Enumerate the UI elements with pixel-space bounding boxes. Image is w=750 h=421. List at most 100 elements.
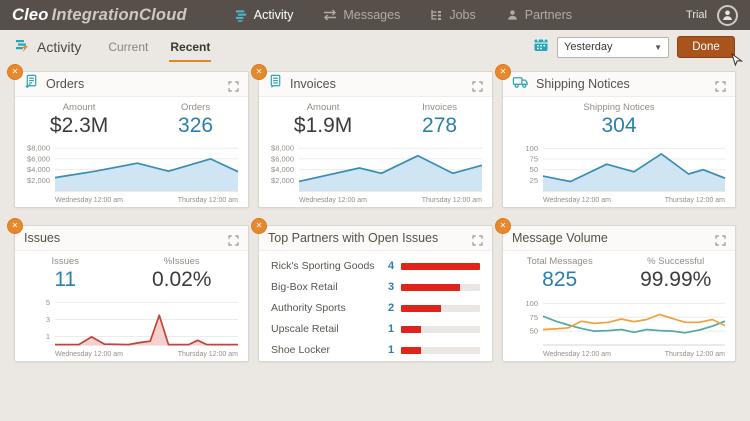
jobs-icon	[430, 9, 443, 21]
remove-widget-button[interactable]: ✕	[251, 218, 267, 234]
truck-icon	[512, 75, 529, 94]
stat-orders: Orders 326	[178, 102, 214, 137]
card-title: Top Partners with Open Issues	[268, 231, 439, 245]
invoices-chart: $2,000 $4,000 $6,000 $8,000 Wednesday 12:00 …	[263, 141, 488, 205]
toolbar-right: Yesterday ▼ Done	[533, 36, 735, 58]
svg-text:50: 50	[530, 165, 538, 174]
messages-icon	[323, 9, 337, 21]
partner-issue-count: 1	[387, 344, 395, 356]
nav-item-activity[interactable]: Activity	[235, 8, 293, 22]
stats-row: Amount $1.9M Invoices 278	[259, 97, 492, 141]
svg-text:100: 100	[525, 144, 538, 153]
activity-toolbar: Activity Current Recent Yesterday ▼ Done	[0, 30, 750, 64]
expand-icon[interactable]	[228, 233, 239, 246]
svg-text:75: 75	[530, 313, 538, 322]
tab-recent[interactable]: Recent	[169, 32, 212, 62]
message-volume-chart: 50 75 100 Wednesday 12:00 am Thursday 12:00 …	[507, 295, 731, 359]
svg-text:Thursday 12:00 am: Thursday 12:00 am	[178, 197, 238, 204]
nav-label: Messages	[343, 8, 401, 22]
remove-widget-button[interactable]: ✕	[7, 64, 23, 80]
partners-icon	[506, 9, 519, 21]
svg-text:Thursday 12:00 am: Thursday 12:00 am	[178, 351, 238, 358]
stat-percent-successful: % Successful 99.99%	[640, 256, 712, 291]
top-nav: Cleo IntegrationCloud Activity Messages …	[0, 0, 750, 30]
svg-text:Wednesday 12:00 am: Wednesday 12:00 am	[55, 351, 123, 358]
card-issues: ✕ Issues Issues 11 %Issues 0.02% 1 3 5 Wedn…	[7, 218, 249, 362]
issues-chart: 1 3 5 Wednesday 12:00 am Thursday 12:00 am	[19, 295, 244, 359]
expand-icon[interactable]	[228, 79, 239, 92]
remove-widget-button[interactable]: ✕	[495, 218, 511, 234]
stats-row: Total Messages 825 % Successful 99.99%	[503, 251, 735, 295]
stats-row: Issues 11 %Issues 0.02%	[15, 251, 248, 295]
page-title: Activity	[15, 38, 81, 56]
stat-amount: Amount $1.9M	[293, 102, 353, 137]
user-avatar[interactable]	[717, 4, 738, 26]
svg-text:$4,000: $4,000	[27, 165, 50, 174]
partner-name: Upscale Retail	[271, 323, 339, 335]
card-header: Shipping Notices	[503, 72, 735, 97]
partner-issue-count: 4	[387, 260, 395, 272]
svg-text:Thursday 12:00 am: Thursday 12:00 am	[665, 197, 725, 204]
card-message-volume: ✕ Message Volume Total Messages 825 % Su…	[495, 218, 736, 362]
expand-icon[interactable]	[472, 233, 483, 246]
tab-current[interactable]: Current	[108, 40, 149, 54]
partner-row: Big-Box Retail 3	[271, 281, 480, 293]
svg-text:25: 25	[530, 176, 538, 185]
dashboard-grid: ✕ Orders Amount $2.3M Orders 326 $2,000 $…	[0, 64, 750, 362]
partner-bar-track	[401, 325, 480, 333]
card-header: Message Volume	[503, 226, 735, 251]
svg-text:$6,000: $6,000	[271, 154, 294, 163]
remove-widget-button[interactable]: ✕	[495, 64, 511, 80]
logo-brand: Cleo	[12, 5, 49, 24]
partner-bar-fill	[401, 304, 441, 312]
orders-icon	[24, 74, 39, 94]
expand-icon[interactable]	[715, 233, 726, 246]
page-title-label: Activity	[37, 39, 82, 55]
nav-label: Jobs	[449, 8, 476, 22]
chevron-down-icon: ▼	[654, 42, 662, 52]
partner-issue-count: 3	[387, 281, 395, 293]
done-button[interactable]: Done	[677, 36, 735, 58]
svg-text:$4,000: $4,000	[271, 165, 294, 174]
invoices-icon	[268, 74, 283, 94]
partner-bar-track	[401, 304, 480, 312]
svg-text:Wednesday 12:00 am: Wednesday 12:00 am	[543, 351, 611, 358]
card-invoices: ✕ Invoices Amount $1.9M Invoices 278 $2,…	[251, 64, 493, 208]
card-header: Orders	[15, 72, 248, 97]
partner-bar-fill	[401, 262, 480, 270]
svg-text:$8,000: $8,000	[271, 144, 294, 153]
stats-row: Shipping Notices 304	[503, 97, 735, 141]
svg-text:Wednesday 12:00 am: Wednesday 12:00 am	[543, 197, 611, 204]
svg-text:3: 3	[46, 315, 50, 324]
card-title: Message Volume	[512, 231, 608, 245]
nav-item-partners[interactable]: Partners	[506, 8, 572, 22]
date-range-select[interactable]: Yesterday ▼	[557, 36, 669, 58]
logo-product: IntegrationCloud	[51, 5, 187, 24]
expand-icon[interactable]	[715, 79, 726, 92]
partner-bar-track	[401, 346, 480, 354]
partner-bar-fill	[401, 346, 421, 354]
card-orders: ✕ Orders Amount $2.3M Orders 326 $2,000 $…	[7, 64, 249, 208]
partner-row: Rick's Sporting Goods 4	[271, 260, 480, 272]
expand-icon[interactable]	[472, 79, 483, 92]
svg-text:50: 50	[530, 327, 538, 336]
partner-name: Authority Sports	[271, 302, 346, 314]
svg-text:Wednesday 12:00 am: Wednesday 12:00 am	[299, 197, 367, 204]
stat-total-messages: Total Messages 825	[526, 256, 593, 291]
svg-text:75: 75	[530, 155, 538, 164]
stat-amount: Amount $2.3M	[49, 102, 109, 137]
activity-bolt-icon	[15, 38, 30, 56]
remove-widget-button[interactable]: ✕	[251, 64, 267, 80]
partner-row: Shoe Locker 1	[271, 344, 480, 356]
calendar-icon[interactable]	[533, 37, 549, 57]
nav-item-messages[interactable]: Messages	[323, 8, 400, 22]
remove-widget-button[interactable]: ✕	[7, 218, 23, 234]
partner-issue-count: 1	[387, 323, 395, 335]
svg-text:Wednesday 12:00 am: Wednesday 12:00 am	[55, 197, 123, 204]
nav-item-jobs[interactable]: Jobs	[430, 8, 476, 22]
stat-percent-issues: %Issues 0.02%	[151, 256, 212, 291]
view-tabs: Current Recent	[107, 32, 212, 62]
date-range-value: Yesterday	[564, 41, 613, 53]
svg-text:1: 1	[46, 332, 50, 341]
partner-name: Shoe Locker	[271, 344, 330, 356]
